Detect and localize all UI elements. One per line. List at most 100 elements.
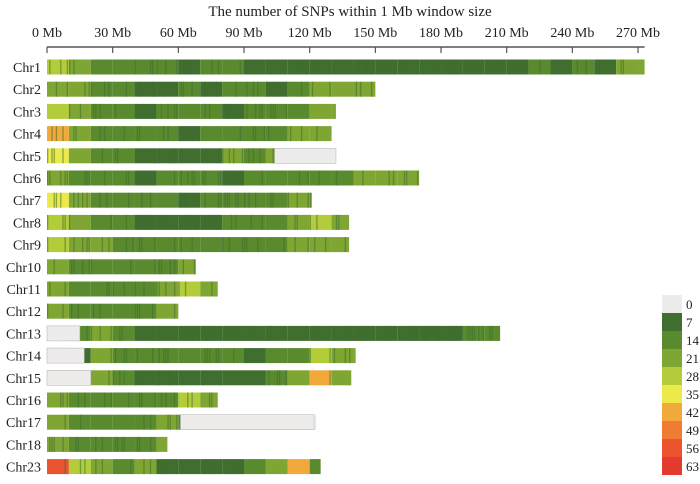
density-stripe [126, 237, 127, 252]
density-stripe [152, 348, 153, 363]
density-bin [332, 237, 350, 252]
legend-label: 14 [686, 333, 700, 348]
density-stripe [128, 193, 129, 208]
x-tick-label: 240 Mb [550, 26, 594, 41]
chromosome-row: Chr4 [13, 126, 332, 143]
density-stripe [78, 437, 79, 452]
density-stripe [356, 82, 357, 97]
density-stripe [518, 60, 519, 75]
density-stripe [248, 193, 249, 208]
density-bin [156, 415, 178, 430]
density-stripe [139, 171, 140, 186]
density-stripe [183, 259, 184, 274]
density-bin [69, 126, 91, 141]
density-stripe [47, 215, 48, 230]
density-bin [222, 459, 244, 474]
density-stripe [82, 259, 83, 274]
density-stripe [93, 304, 94, 319]
density-bin [178, 393, 200, 408]
density-bin [156, 459, 178, 474]
density-stripe [49, 171, 50, 186]
density-bin [353, 60, 375, 75]
density-bin [332, 104, 336, 119]
density-stripe [196, 215, 197, 230]
density-stripe [371, 82, 372, 97]
legend-swatch [662, 349, 682, 367]
density-bin [266, 193, 288, 208]
density-stripe [51, 437, 52, 452]
density-stripe [456, 326, 457, 341]
density-stripe [67, 171, 68, 186]
density-bin [222, 215, 244, 230]
density-stripe [102, 237, 103, 252]
density-bin [47, 104, 69, 119]
density-stripe [310, 193, 311, 208]
density-bin [91, 126, 113, 141]
density-stripe [137, 437, 138, 452]
density-bin [135, 459, 157, 474]
density-stripe [220, 193, 221, 208]
density-stripe [185, 282, 186, 297]
density-stripe [174, 104, 175, 119]
density-stripe [415, 326, 416, 341]
density-stripe [185, 193, 186, 208]
density-bin [113, 215, 135, 230]
legend-label: 63 [686, 459, 699, 474]
density-stripe [474, 326, 475, 341]
density-bin [113, 393, 135, 408]
density-stripe [47, 148, 48, 163]
density-stripe [60, 60, 61, 75]
density-stripe [139, 304, 140, 319]
legend-swatch [662, 385, 682, 403]
density-bin [266, 215, 288, 230]
density-stripe [378, 60, 379, 75]
chromosome-row: Chr9 [13, 237, 349, 254]
density-stripe [86, 171, 87, 186]
density-stripe [148, 171, 149, 186]
density-stripe [80, 104, 81, 119]
density-stripe [599, 60, 600, 75]
density-stripe [367, 60, 368, 75]
density-stripe [115, 348, 116, 363]
chromosome-label: Chr14 [6, 350, 41, 365]
density-stripe [167, 459, 168, 474]
legend-swatch [662, 439, 682, 457]
density-stripe [242, 237, 243, 252]
density-stripe [244, 348, 245, 363]
density-stripe [205, 326, 206, 341]
density-stripe [286, 82, 287, 97]
density-stripe [226, 193, 227, 208]
density-stripe [73, 60, 74, 75]
density-stripe [472, 326, 473, 341]
gap-region [275, 148, 336, 163]
density-stripe [141, 370, 142, 385]
density-stripe [49, 60, 50, 75]
density-stripe [135, 304, 136, 319]
chromosome-row: Chr5 [13, 148, 336, 165]
chromosome-row: Chr13 [6, 326, 500, 343]
density-stripe [262, 171, 263, 186]
density-stripe [73, 237, 74, 252]
density-bin [91, 171, 113, 186]
density-stripe [294, 215, 295, 230]
density-stripe [244, 193, 245, 208]
density-stripe [469, 326, 470, 341]
density-stripe [56, 126, 57, 141]
density-stripe [163, 126, 164, 141]
density-stripe [262, 104, 263, 119]
density-bin [69, 82, 91, 97]
density-stripe [100, 126, 101, 141]
density-stripe [240, 126, 241, 141]
density-stripe [294, 237, 295, 252]
density-stripe [257, 237, 258, 252]
density-stripe [75, 437, 76, 452]
density-stripe [220, 171, 221, 186]
density-stripe [174, 171, 175, 186]
density-stripe [207, 326, 208, 341]
density-stripe [237, 104, 238, 119]
density-stripe [198, 126, 199, 141]
density-stripe [62, 215, 63, 230]
density-bin [310, 171, 332, 186]
chromosome-label: Chr12 [6, 305, 41, 320]
density-stripe [272, 193, 273, 208]
